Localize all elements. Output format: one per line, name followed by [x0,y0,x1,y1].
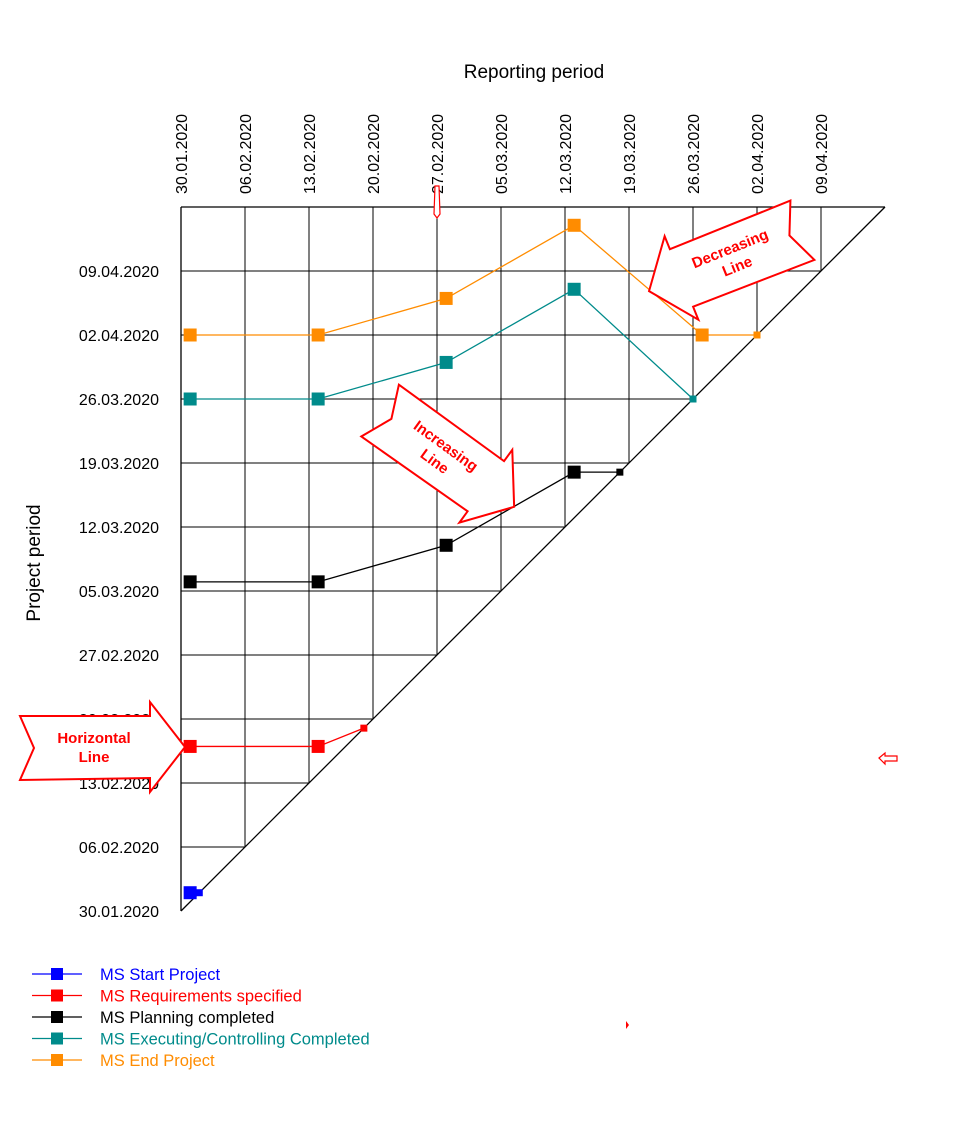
series-line [190,288,694,400]
data-point [311,739,325,753]
legend-marker [51,989,63,1002]
data-point [183,392,197,406]
y-tick-label: 06.02.2020 [79,840,159,857]
callout-horizontal-line-2: Line [79,749,110,766]
legend-marker [51,1054,63,1066]
data-point [311,392,325,406]
series-2 [183,465,624,589]
x-tick-label: 09.04.2020 [814,114,831,194]
series-3 [183,282,697,406]
data-point [567,465,581,479]
legend-marker [51,1032,63,1045]
legend-item: MS Requirements specified [32,988,302,1006]
series-line [190,224,757,336]
diagonal-line [180,206,886,912]
y-tick-label: 13.02.2020 [79,776,159,793]
data-point [311,328,325,342]
legend-label: MS Requirements specified [100,988,302,1006]
y-tick-label: 02.04.2020 [79,328,159,345]
data-point [616,468,624,476]
callout-horizontal-line: Horizontal Line [18,699,187,795]
y-tick-label: 27.02.2020 [79,648,159,665]
callouts: Horizontal Line Increasing Line Decreasi… [18,199,817,795]
y-tick-labels: 30.01.202006.02.202013.02.202020.02.2020… [79,264,159,921]
series-4 [183,218,761,342]
x-tick-label: 05.03.2020 [494,114,511,194]
legend-marker [51,1011,63,1023]
data-point [195,889,203,897]
data-point [439,291,453,305]
data-point [183,328,197,342]
legend-item: MS Planning completed [32,1009,274,1027]
x-tick-label: 06.02.2020 [238,114,255,194]
data-point [183,739,197,753]
series-line [190,727,365,748]
y-axis-title: Project period [24,504,45,621]
small-left-arrow-icon [878,751,898,766]
legend-marker [51,968,63,980]
x-tick-label: 13.02.2020 [302,114,319,194]
x-tick-label: 27.02.2020 [430,114,447,194]
legend-item: MS Start Project [32,966,221,984]
callout-horizontal-line-1: Horizontal [57,730,130,747]
data-point [183,575,197,589]
x-tick-label: 20.02.2020 [366,114,383,194]
data-point [439,538,453,552]
data-point [311,575,325,589]
legend-item: MS Executing/Controlling Completed [32,1031,370,1049]
data-point [695,328,709,342]
data-point [360,724,368,732]
y-tick-label: 26.03.2020 [79,392,159,409]
y-tick-label: 19.03.2020 [79,456,159,473]
y-tick-label: 05.03.2020 [79,584,159,601]
series-group [183,218,761,900]
legend-label: MS Planning completed [100,1009,274,1027]
x-tick-label: 19.03.2020 [622,114,639,194]
x-tick-label: 30.01.2020 [174,114,191,194]
x-tick-label: 02.04.2020 [750,114,767,194]
y-tick-label: 12.03.2020 [79,520,159,537]
data-point [567,282,581,296]
data-point [753,331,761,339]
y-tick-label: 30.01.2020 [79,904,159,921]
legend-label: MS End Project [100,1052,215,1070]
data-point [689,395,697,403]
data-point [567,218,581,232]
series-0 [183,886,203,900]
x-axis-title: Reporting period [464,62,604,83]
data-point [183,886,197,900]
callout-decreasing-line: Decreasing Line [647,199,817,323]
x-tick-label: 26.03.2020 [686,114,703,194]
x-tick-label: 12.03.2020 [558,114,575,194]
series-1 [183,724,368,753]
data-point [439,355,453,369]
y-tick-label: 09.04.2020 [79,264,159,281]
x-tick-labels: 30.01.2020 06.02.2020 13.02.2020 20.02.2020… [174,114,831,194]
legend-label: MS Executing/Controlling Completed [100,1031,370,1049]
small-red-marker [433,185,441,219]
legend-label: MS Start Project [100,966,221,984]
legend: MS Start Project MS Requirements specifie… [32,966,370,1070]
small-red-dot [626,1021,629,1029]
legend-item: MS End Project [32,1052,215,1070]
